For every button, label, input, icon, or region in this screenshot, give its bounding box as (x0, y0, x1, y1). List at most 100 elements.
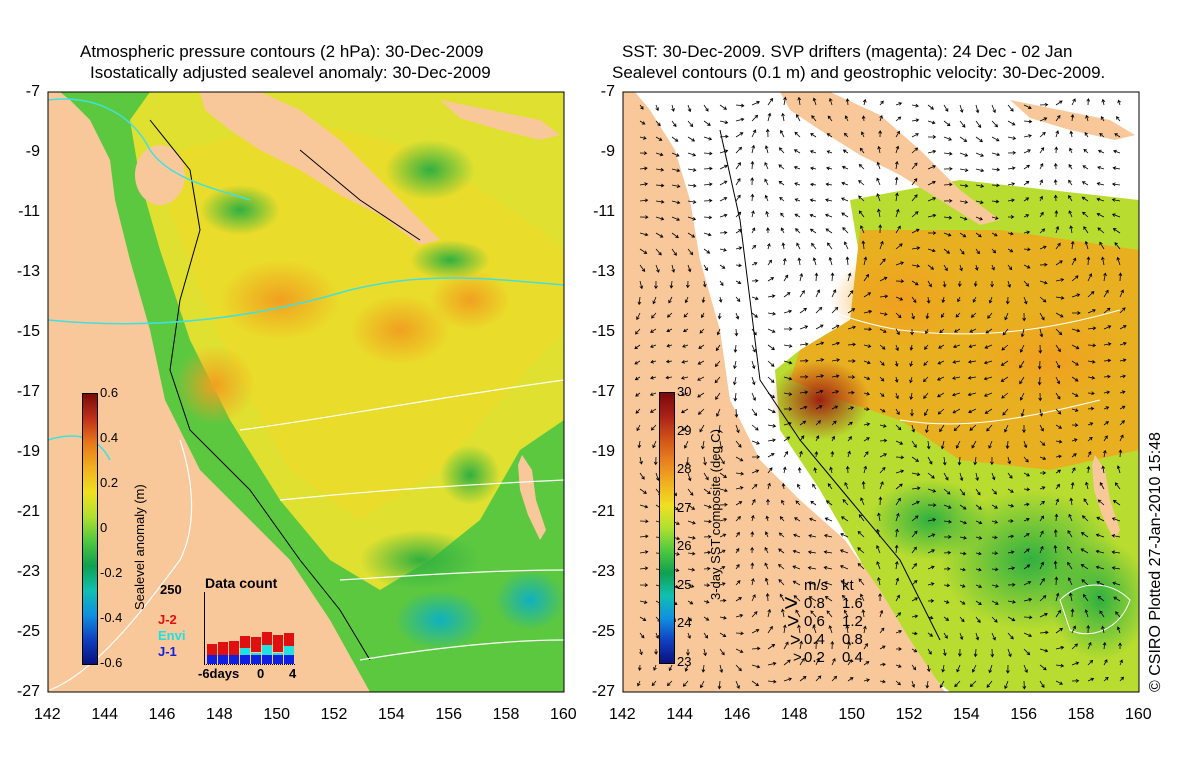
velocity-arrow (1119, 358, 1127, 363)
velocity-arrow (687, 567, 696, 572)
velocity-arrow (1103, 289, 1109, 298)
velocity-arrow (751, 262, 758, 266)
velocity-arrow (959, 472, 964, 482)
velocity-arrow (783, 344, 793, 348)
right-colorbar-tick: 23 (677, 654, 692, 669)
velocity-arrow (767, 112, 772, 122)
velocity-arrow (654, 280, 658, 290)
velocity-arrow (751, 244, 757, 250)
velocity-arrow (682, 344, 689, 348)
velocity-arrow (877, 145, 881, 154)
velocity-arrow (959, 104, 964, 113)
velocity-arrow (687, 616, 692, 622)
velocity-arrow (767, 423, 777, 428)
velocity-arrow (735, 263, 742, 268)
velocity-arrow (671, 136, 679, 142)
velocity-arrow (697, 376, 705, 381)
velocity-arrow (809, 150, 817, 154)
velocity-arrow (952, 360, 961, 364)
velocity-arrow (751, 646, 761, 651)
velocity-arrow (655, 632, 659, 639)
velocity-arrow (1007, 472, 1013, 479)
right-x-tick-label: 160 (1125, 706, 1152, 723)
velocity-arrow (957, 296, 961, 303)
velocity-arrow (1119, 420, 1125, 426)
velocity-arrow (807, 581, 817, 586)
velocity-arrow (1114, 133, 1121, 138)
velocity-arrow (701, 296, 706, 304)
velocity-arrow (751, 344, 756, 353)
right-colorbar-tick: 28 (677, 461, 692, 477)
velocity-arrow (719, 248, 727, 252)
left-x-tick-label: 152 (320, 706, 348, 723)
velocity-arrow (751, 129, 757, 138)
velocity-arrow (969, 424, 977, 431)
velocity-arrow (799, 435, 805, 442)
velocity-arrow (943, 472, 949, 481)
velocity-arrow (639, 550, 649, 554)
velocity-arrow (1071, 438, 1078, 442)
velocity-arrow (895, 664, 902, 668)
velocity-arrow (750, 546, 755, 554)
velocity-arrow (781, 482, 786, 490)
velocity-arrow (1071, 643, 1078, 650)
velocity-arrow (927, 197, 937, 202)
velocity-arrow (895, 279, 905, 284)
velocity-arrow (857, 547, 865, 554)
velocity-arrow (702, 280, 707, 288)
inset-bar-envi (284, 646, 294, 655)
velocity-arrow (972, 296, 977, 303)
velocity-arrow (1002, 328, 1009, 336)
velocity-arrow (639, 632, 645, 639)
velocity-arrow (812, 97, 817, 106)
inset-plot (204, 592, 295, 665)
velocity-arrow (683, 328, 689, 332)
velocity-arrow (1054, 576, 1059, 586)
velocity-arrow (991, 472, 996, 481)
velocity-arrow (975, 200, 984, 204)
velocity-arrow (703, 488, 711, 495)
velocity-arrow (1039, 131, 1046, 138)
velocity-arrow (825, 500, 833, 506)
velocity-arrow (717, 312, 722, 320)
velocity-arrow (1099, 482, 1105, 490)
velocity-arrow (895, 261, 905, 266)
velocity-arrow (808, 534, 817, 538)
velocity-arrow (876, 544, 881, 554)
velocity-arrow (794, 517, 801, 522)
velocity-arrow (957, 648, 962, 657)
left-colorbar-tick: -0.2 (100, 565, 123, 580)
velocity-arrow (1004, 424, 1009, 433)
velocity-arrow (671, 152, 680, 157)
velocity-arrow (792, 549, 801, 554)
velocity-arrow (895, 594, 900, 602)
velocity-arrow (1007, 632, 1014, 640)
velocity-arrow (639, 472, 645, 480)
velocity-arrow (861, 131, 865, 138)
velocity-arrow (1007, 648, 1012, 658)
velocity-arrow (1083, 226, 1089, 234)
velocity-arrow (1039, 262, 1048, 267)
velocity-arrow (751, 469, 760, 474)
velocity-arrow (863, 344, 872, 348)
velocity-arrow (1055, 130, 1059, 138)
velocity-arrow (655, 152, 664, 157)
velocity-arrow (1111, 517, 1121, 522)
velocity-arrow (858, 210, 865, 218)
velocity-arrow (1103, 325, 1112, 330)
velocity-arrow (879, 276, 888, 282)
inset-bar-j1 (207, 655, 217, 664)
inset-title: Data count (205, 575, 278, 591)
velocity-arrow (1023, 230, 1031, 235)
velocity-arrow (1055, 439, 1063, 444)
left-colorbar-tick: -0.6 (100, 655, 123, 670)
velocity-arrow (792, 565, 801, 570)
velocity-arrow (990, 280, 994, 288)
velocity-arrow (1119, 434, 1124, 442)
velocity-arrow (991, 232, 998, 237)
velocity-arrow (877, 208, 881, 218)
velocity-arrow (701, 664, 706, 673)
velocity-arrow (1119, 289, 1124, 298)
velocity-arrow (793, 533, 801, 538)
velocity-arrow (666, 328, 673, 333)
